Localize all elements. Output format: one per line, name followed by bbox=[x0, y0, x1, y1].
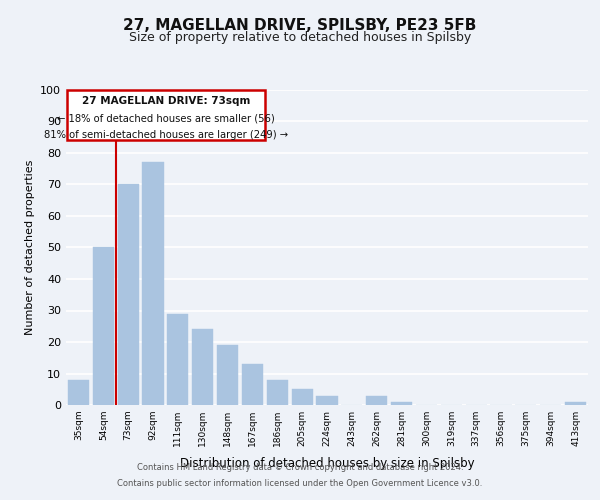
Bar bbox=[267, 380, 288, 405]
Bar bbox=[316, 396, 338, 405]
Bar bbox=[93, 248, 114, 405]
Bar bbox=[292, 389, 313, 405]
Bar bbox=[391, 402, 412, 405]
Bar bbox=[142, 162, 164, 405]
Bar bbox=[67, 90, 265, 140]
Bar bbox=[366, 396, 387, 405]
Bar bbox=[118, 184, 139, 405]
Bar bbox=[217, 345, 238, 405]
Bar bbox=[68, 380, 89, 405]
Text: Size of property relative to detached houses in Spilsby: Size of property relative to detached ho… bbox=[129, 31, 471, 44]
Bar bbox=[167, 314, 188, 405]
Text: 27 MAGELLAN DRIVE: 73sqm: 27 MAGELLAN DRIVE: 73sqm bbox=[82, 96, 250, 106]
Text: Contains HM Land Registry data © Crown copyright and database right 2024.: Contains HM Land Registry data © Crown c… bbox=[137, 464, 463, 472]
Text: Contains public sector information licensed under the Open Government Licence v3: Contains public sector information licen… bbox=[118, 478, 482, 488]
X-axis label: Distribution of detached houses by size in Spilsby: Distribution of detached houses by size … bbox=[179, 458, 475, 470]
Y-axis label: Number of detached properties: Number of detached properties bbox=[25, 160, 35, 335]
Text: 27, MAGELLAN DRIVE, SPILSBY, PE23 5FB: 27, MAGELLAN DRIVE, SPILSBY, PE23 5FB bbox=[124, 18, 476, 32]
Text: ← 18% of detached houses are smaller (56): ← 18% of detached houses are smaller (56… bbox=[57, 114, 275, 124]
Text: 81% of semi-detached houses are larger (249) →: 81% of semi-detached houses are larger (… bbox=[44, 130, 288, 140]
Bar bbox=[242, 364, 263, 405]
Bar bbox=[192, 330, 213, 405]
Bar bbox=[565, 402, 586, 405]
